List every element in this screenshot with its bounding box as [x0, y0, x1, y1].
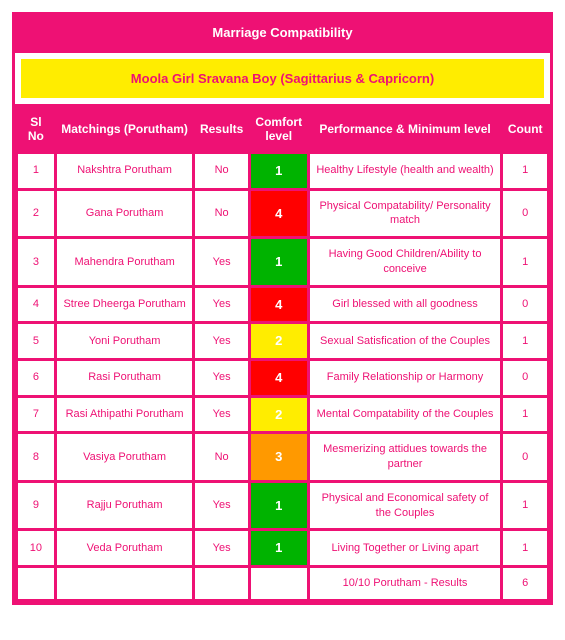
cell-sl: 3	[17, 238, 56, 287]
table-row: 4Stree Dheerga PoruthamYes4Girl blessed …	[17, 286, 549, 323]
cell-count: 1	[502, 530, 549, 567]
cell-result: Yes	[194, 323, 249, 360]
cell-matching: Veda Porutham	[55, 530, 194, 567]
cell-comfort: 4	[249, 286, 308, 323]
cell-sl: 6	[17, 360, 56, 397]
table-row: 1Nakshtra PoruthamNo1Healthy Lifestyle (…	[17, 153, 549, 190]
cell-result: No	[194, 153, 249, 190]
col-header-comfort: Comfort level	[249, 106, 308, 153]
cell-matching: Rasi Porutham	[55, 360, 194, 397]
cell-comfort: 1	[249, 238, 308, 287]
cell-performance: Living Together or Living apart	[308, 530, 502, 567]
cell-result: Yes	[194, 530, 249, 567]
cell-count: 0	[502, 189, 549, 238]
cell-matching: Yoni Porutham	[55, 323, 194, 360]
cell-sl: 10	[17, 530, 56, 567]
cell-sl: 1	[17, 153, 56, 190]
cell-matching: Rajju Porutham	[55, 481, 194, 530]
cell-sl: 2	[17, 189, 56, 238]
cell-performance: Girl blessed with all goodness	[308, 286, 502, 323]
cell-sl: 7	[17, 396, 56, 433]
col-header-count: Count	[502, 106, 549, 153]
table-subtitle: Moola Girl Sravana Boy (Sagittarius & Ca…	[21, 59, 544, 98]
cell-sl: 4	[17, 286, 56, 323]
cell-count: 1	[502, 396, 549, 433]
table-subtitle-row: Moola Girl Sravana Boy (Sagittarius & Ca…	[15, 50, 550, 104]
footer-sl	[17, 567, 56, 601]
cell-sl: 5	[17, 323, 56, 360]
table-row: 2Gana PoruthamNo4Physical Compatability/…	[17, 189, 549, 238]
cell-comfort: 3	[249, 433, 308, 482]
cell-matching: Rasi Athipathi Porutham	[55, 396, 194, 433]
cell-matching: Nakshtra Porutham	[55, 153, 194, 190]
compatibility-table: Sl No Matchings (Porutham) Results Comfo…	[15, 104, 550, 602]
cell-performance: Mental Compatability of the Couples	[308, 396, 502, 433]
footer-count: 6	[502, 567, 549, 601]
cell-count: 1	[502, 481, 549, 530]
cell-performance: Mesmerizing attidues towards the partner	[308, 433, 502, 482]
cell-result: No	[194, 433, 249, 482]
cell-result: Yes	[194, 286, 249, 323]
table-row: 8Vasiya PoruthamNo3Mesmerizing attidues …	[17, 433, 549, 482]
cell-comfort: 2	[249, 323, 308, 360]
cell-comfort: 4	[249, 189, 308, 238]
cell-comfort: 1	[249, 530, 308, 567]
cell-matching: Mahendra Porutham	[55, 238, 194, 287]
cell-count: 1	[502, 323, 549, 360]
cell-matching: Vasiya Porutham	[55, 433, 194, 482]
compatibility-table-wrap: Marriage Compatibility Moola Girl Sravan…	[12, 12, 553, 605]
cell-performance: Physical and Economical safety of the Co…	[308, 481, 502, 530]
footer-comfort	[249, 567, 308, 601]
col-header-results: Results	[194, 106, 249, 153]
cell-count: 1	[502, 238, 549, 287]
footer-result	[194, 567, 249, 601]
table-body: 1Nakshtra PoruthamNo1Healthy Lifestyle (…	[17, 153, 549, 601]
col-header-sl: Sl No	[17, 106, 56, 153]
cell-performance: Healthy Lifestyle (health and wealth)	[308, 153, 502, 190]
cell-count: 1	[502, 153, 549, 190]
cell-result: Yes	[194, 396, 249, 433]
cell-matching: Stree Dheerga Porutham	[55, 286, 194, 323]
cell-comfort: 2	[249, 396, 308, 433]
cell-performance: Sexual Satisfication of the Couples	[308, 323, 502, 360]
col-header-performance: Performance & Minimum level	[308, 106, 502, 153]
table-row: 7Rasi Athipathi PoruthamYes2Mental Compa…	[17, 396, 549, 433]
cell-result: No	[194, 189, 249, 238]
footer-performance: 10/10 Porutham - Results	[308, 567, 502, 601]
cell-count: 0	[502, 433, 549, 482]
footer-matching	[55, 567, 194, 601]
table-row: 3Mahendra PoruthamYes1Having Good Childr…	[17, 238, 549, 287]
col-header-matchings: Matchings (Porutham)	[55, 106, 194, 153]
cell-result: Yes	[194, 238, 249, 287]
cell-matching: Gana Porutham	[55, 189, 194, 238]
table-title: Marriage Compatibility	[15, 15, 550, 50]
table-row: 9Rajju PoruthamYes1Physical and Economic…	[17, 481, 549, 530]
cell-sl: 8	[17, 433, 56, 482]
cell-sl: 9	[17, 481, 56, 530]
table-row: 5Yoni PoruthamYes2Sexual Satisfication o…	[17, 323, 549, 360]
cell-result: Yes	[194, 481, 249, 530]
cell-count: 0	[502, 360, 549, 397]
cell-count: 0	[502, 286, 549, 323]
cell-comfort: 4	[249, 360, 308, 397]
table-footer-row: 10/10 Porutham - Results6	[17, 567, 549, 601]
cell-performance: Physical Compatability/ Personality matc…	[308, 189, 502, 238]
cell-result: Yes	[194, 360, 249, 397]
cell-comfort: 1	[249, 153, 308, 190]
cell-performance: Having Good Children/Ability to conceive	[308, 238, 502, 287]
cell-comfort: 1	[249, 481, 308, 530]
table-row: 6Rasi PoruthamYes4Family Relationship or…	[17, 360, 549, 397]
table-header-row: Sl No Matchings (Porutham) Results Comfo…	[17, 106, 549, 153]
table-row: 10Veda PoruthamYes1Living Together or Li…	[17, 530, 549, 567]
cell-performance: Family Relationship or Harmony	[308, 360, 502, 397]
